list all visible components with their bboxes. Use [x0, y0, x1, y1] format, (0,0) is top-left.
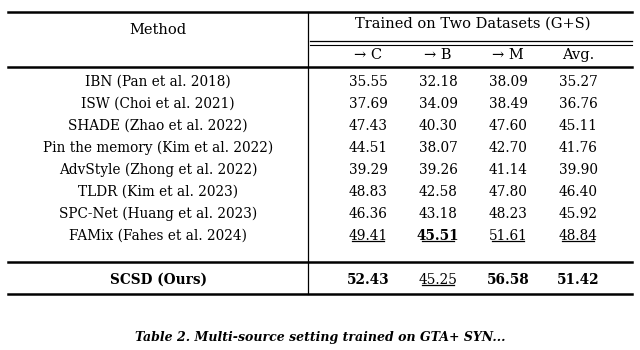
Text: 47.80: 47.80: [488, 185, 527, 199]
Text: SPC-Net (Huang et al. 2023): SPC-Net (Huang et al. 2023): [59, 207, 257, 221]
Text: 40.30: 40.30: [419, 119, 458, 133]
Text: FAMix (Fahes et al. 2024): FAMix (Fahes et al. 2024): [69, 229, 247, 243]
Text: 48.83: 48.83: [349, 185, 387, 199]
Text: → B: → B: [424, 48, 452, 62]
Text: IBN (Pan et al. 2018): IBN (Pan et al. 2018): [85, 75, 231, 89]
Text: → C: → C: [354, 48, 382, 62]
Text: 42.70: 42.70: [488, 141, 527, 155]
Text: 46.40: 46.40: [559, 185, 598, 199]
Text: Table 2. Multi-source setting trained on GTA+ SYN...: Table 2. Multi-source setting trained on…: [135, 331, 505, 344]
Text: 32.18: 32.18: [419, 75, 458, 89]
Text: Method: Method: [129, 23, 187, 37]
Text: 56.58: 56.58: [486, 273, 529, 287]
Text: Avg.: Avg.: [562, 48, 594, 62]
Text: 38.49: 38.49: [488, 97, 527, 111]
Text: 51.61: 51.61: [488, 229, 527, 243]
Text: 41.76: 41.76: [559, 141, 597, 155]
Text: 45.51: 45.51: [417, 229, 460, 243]
Text: 45.25: 45.25: [419, 273, 458, 287]
Text: 45.11: 45.11: [559, 119, 597, 133]
Text: 44.51: 44.51: [349, 141, 387, 155]
Text: 49.41: 49.41: [348, 229, 388, 243]
Text: 36.76: 36.76: [559, 97, 597, 111]
Text: 46.36: 46.36: [349, 207, 387, 221]
Text: 39.26: 39.26: [419, 163, 458, 177]
Text: 51.42: 51.42: [557, 273, 599, 287]
Text: Pin the memory (Kim et al. 2022): Pin the memory (Kim et al. 2022): [43, 141, 273, 155]
Text: 42.58: 42.58: [419, 185, 458, 199]
Text: 39.90: 39.90: [559, 163, 598, 177]
Text: 47.43: 47.43: [349, 119, 387, 133]
Text: 35.55: 35.55: [349, 75, 387, 89]
Text: SCSD (Ours): SCSD (Ours): [109, 273, 207, 287]
Text: 52.43: 52.43: [347, 273, 389, 287]
Text: 35.27: 35.27: [559, 75, 597, 89]
Text: 43.18: 43.18: [419, 207, 458, 221]
Text: 45.92: 45.92: [559, 207, 598, 221]
Text: 34.09: 34.09: [419, 97, 458, 111]
Text: 39.29: 39.29: [349, 163, 387, 177]
Text: AdvStyle (Zhong et al. 2022): AdvStyle (Zhong et al. 2022): [59, 163, 257, 177]
Text: 48.23: 48.23: [488, 207, 527, 221]
Text: 38.07: 38.07: [419, 141, 458, 155]
Text: 47.60: 47.60: [488, 119, 527, 133]
Text: → M: → M: [492, 48, 524, 62]
Text: 41.14: 41.14: [488, 163, 527, 177]
Text: SHADE (Zhao et al. 2022): SHADE (Zhao et al. 2022): [68, 119, 248, 133]
Text: Trained on Two Datasets (G+S): Trained on Two Datasets (G+S): [355, 17, 591, 31]
Text: 38.09: 38.09: [488, 75, 527, 89]
Text: 48.84: 48.84: [559, 229, 598, 243]
Text: 37.69: 37.69: [349, 97, 387, 111]
Text: ISW (Choi et al. 2021): ISW (Choi et al. 2021): [81, 97, 235, 111]
Text: TLDR (Kim et al. 2023): TLDR (Kim et al. 2023): [78, 185, 238, 199]
